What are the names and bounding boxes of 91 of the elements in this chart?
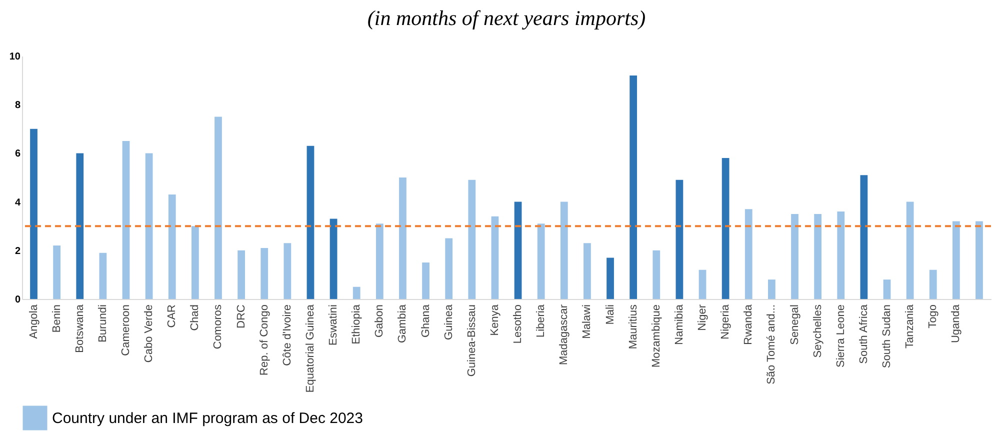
x-tick-label: São Tomé and... <box>766 304 778 384</box>
bar <box>791 214 798 299</box>
bar <box>284 243 292 299</box>
x-tick-label: South Sudan <box>880 304 893 368</box>
bar <box>122 141 130 299</box>
bar <box>306 146 314 299</box>
bar <box>352 286 360 299</box>
y-tick-label: 4 <box>14 197 21 208</box>
x-tick-label: Côte d'Ivoire <box>281 304 294 366</box>
x-tick-label: Nigeria <box>720 304 732 340</box>
bar <box>630 75 638 299</box>
bar <box>53 246 61 299</box>
bar <box>376 224 384 299</box>
x-tick-label: Senegal <box>788 304 801 345</box>
chart-title: (in months of next years imports) <box>367 6 646 30</box>
x-tick-label: Namibia <box>673 304 686 345</box>
x-tick-label: CAR <box>166 304 178 328</box>
bar <box>260 248 268 299</box>
bar <box>676 180 684 299</box>
x-tick-label: Liberia <box>535 304 548 338</box>
bar <box>468 180 476 299</box>
x-tick-label: Eswatini <box>328 304 340 346</box>
x-tick-label: Botswana <box>74 304 86 353</box>
x-tick-label: Mali <box>604 304 616 325</box>
bar <box>238 250 245 299</box>
x-tick-label: Comoros <box>212 304 224 350</box>
bar <box>76 153 84 299</box>
bar <box>30 128 38 299</box>
bar <box>814 214 822 299</box>
x-tick-label: Uganda <box>950 304 962 344</box>
bar <box>698 270 706 299</box>
y-tick-label: 6 <box>14 148 21 160</box>
bar <box>606 258 614 299</box>
x-tick-label: Madagascar <box>558 304 570 366</box>
bar <box>330 218 338 299</box>
bar <box>560 202 568 299</box>
bar <box>537 224 545 299</box>
x-tick-label: Malawi <box>581 304 594 339</box>
x-tick-label: Burundi <box>96 304 109 342</box>
y-tick-label: 2 <box>14 246 21 257</box>
bar <box>145 153 153 299</box>
bar <box>883 280 891 299</box>
y-tick-label: 0 <box>14 294 21 306</box>
x-tick-label: Rwanda <box>742 304 755 345</box>
bar <box>99 252 107 299</box>
x-tick-label: Gambia <box>396 304 409 344</box>
bar <box>860 175 868 299</box>
y-tick-label: 10 <box>9 52 21 62</box>
x-tick-label: Guinea-Bissau <box>466 304 478 377</box>
bar <box>584 243 591 299</box>
bar <box>652 250 660 299</box>
x-tick-label: Niger <box>696 304 709 331</box>
x-tick-label: Angola <box>28 304 40 339</box>
bar <box>514 202 522 299</box>
y-tick-label: 8 <box>14 100 21 112</box>
x-tick-label: Seychelles <box>812 304 824 358</box>
x-tick-label: Cameroon <box>120 304 132 356</box>
x-tick-label: Ghana <box>420 304 432 338</box>
x-tick-label: Equatorial Guinea <box>304 304 316 393</box>
x-tick-label: Rep. of Congo <box>258 304 270 376</box>
bar <box>837 212 845 299</box>
x-tick-label: Ethiopia <box>350 304 363 344</box>
bar <box>929 270 937 299</box>
legend-label: Country under an IMF program as of Dec 2023 <box>52 410 363 427</box>
x-tick-label: Guinea <box>442 304 455 340</box>
bar <box>168 194 176 299</box>
x-tick-label: Mozambique <box>650 304 662 368</box>
bar <box>952 221 960 299</box>
bar <box>744 209 752 299</box>
x-tick-label: Gabon <box>374 304 386 338</box>
bar <box>768 280 776 299</box>
x-tick-label: Tanzania <box>904 304 916 349</box>
x-tick-label: Chad <box>189 304 202 331</box>
bar <box>214 116 222 299</box>
bar <box>491 216 499 299</box>
x-tick-label: South Africa <box>858 304 870 364</box>
bar <box>976 221 983 299</box>
x-tick-label: Togo <box>927 304 940 328</box>
bar <box>191 226 199 299</box>
x-tick-label: Lesotho <box>512 304 524 344</box>
x-tick-label: Mauritius <box>627 304 640 350</box>
bar <box>445 238 453 299</box>
x-tick-label: Sierra Leone <box>834 304 847 368</box>
bar <box>906 202 914 299</box>
bar <box>399 178 406 299</box>
x-tick-label: DRC <box>235 304 248 328</box>
bar <box>422 262 430 299</box>
x-tick-label: Cabo Verde <box>143 304 156 363</box>
bar <box>722 158 730 299</box>
x-tick-label: Kenya <box>488 304 501 336</box>
x-tick-label: Benin <box>50 304 63 333</box>
